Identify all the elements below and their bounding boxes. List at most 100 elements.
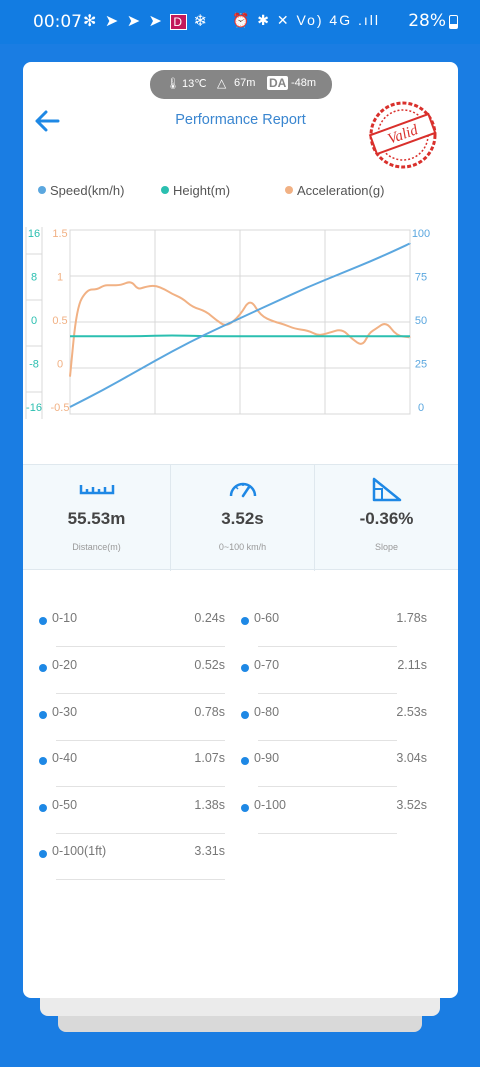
speed-tick-label: 50 [415,315,427,327]
split-value: 3.31s [194,844,225,858]
altitude-value: 67m [234,77,256,89]
split-bullet-icon [39,711,47,719]
split-value: 2.11s [397,658,427,672]
distance-label: Distance(m) [72,542,121,552]
accel-tick-label: 0 [57,359,63,371]
split-row: 0-50 1.38s [39,786,225,834]
split-divider [258,646,397,647]
split-divider [258,786,397,787]
split-value: 1.07s [194,751,225,765]
split-divider [258,833,397,834]
split-value: 3.04s [396,751,427,765]
stat-slope: -0.36% Slope [314,465,458,571]
split-label: 0-40 [52,751,78,765]
split-row: 0-100(1ft) 3.31s [39,832,225,880]
stat-zero-to-hundred: 3.52s 0~100 km/h [170,465,314,571]
zero-to-hundred-label: 0~100 km/h [218,542,267,552]
mountain-icon: △ [217,76,227,90]
legend-accel-dot [285,186,293,194]
split-divider [56,693,225,694]
notification-icons-group: ✻ ➤ ➤ ➤ [83,13,164,30]
split-value: 0.52s [194,658,225,672]
legend-speed-dot [38,186,46,194]
split-row: 0-70 2.11s [241,646,427,694]
split-bullet-icon [39,757,47,765]
split-row: 0-20 0.52s [39,646,225,694]
legend-speed: Speed(km/h) [38,183,124,198]
height-tick-label: 16 [28,228,40,240]
split-divider [56,740,225,741]
split-label: 0-100(1ft) [52,844,107,858]
split-row: 0-30 0.78s [39,693,225,741]
report-card: 🌡 13℃ △ 67m DA -48m Performance Report V… [23,62,458,998]
split-label: 0-100 [254,798,286,812]
split-divider [56,833,225,834]
split-divider [56,646,225,647]
speed-tick-label: 0 [418,402,424,414]
split-label: 0-10 [52,611,78,625]
legend-height-label: Height(m) [173,183,231,198]
speedometer-icon [229,482,256,498]
split-row: 0-10 0.24s [39,599,225,647]
split-divider [56,879,225,880]
height-tick-label: 8 [31,272,37,284]
environment-pill: 🌡 13℃ △ 67m DA -48m [150,70,332,99]
fan-icon: ❄ [193,13,209,30]
split-divider [258,740,397,741]
split-value: 3.52s [396,798,427,812]
height-tick-label: -16 [26,402,42,414]
system-icons: ⏰ ✱ ✕ Vo) 4G .ıll [231,12,380,28]
status-bar: 00:07 ✻ ➤ ➤ ➤ D ❄ ⏰ ✱ ✕ Vo) 4G .ıll 28% [0,0,480,44]
ruler-icon [79,485,114,495]
split-bullet-icon [39,804,47,812]
split-row: 0-60 1.78s [241,599,427,647]
speed-tick-label: 75 [415,272,427,284]
height-tick-label: -8 [29,359,39,371]
slope-label: Slope [374,542,399,552]
density-altitude-value: -48m [291,77,317,89]
speed-tick-label: 100 [412,228,430,240]
thermometer-icon: 🌡 [166,78,180,90]
performance-chart: 16 8 0 -8 -16 1.5 1 0.5 0 -0.5 100 75 50 25 0 [25,227,430,419]
accel-tick-label: 1.5 [52,228,67,240]
legend-height-dot [161,186,169,194]
split-bullet-icon [241,804,249,812]
zero-to-hundred-value: 3.52s [221,509,264,528]
split-bullet-icon [241,617,249,625]
split-row: 0-100 3.52s [241,786,427,834]
split-label: 0-70 [254,658,280,672]
split-bullet-icon [39,617,47,625]
split-value: 0.78s [194,705,225,719]
valid-stamp-icon: Valid [368,101,437,169]
stats-panel: 55.53m Distance(m) 3.52s 0~100 km/h -0.3… [23,464,458,571]
split-divider [258,693,397,694]
speed-tick-label: 25 [415,359,427,371]
split-bullet-icon [241,711,249,719]
density-altitude-icon: DA [267,76,289,90]
stat-distance: 55.53m Distance(m) [23,465,170,571]
split-divider [56,786,225,787]
split-label: 0-20 [52,658,78,672]
split-value: 0.24s [194,611,225,625]
slope-value: -0.36% [359,509,414,528]
accel-tick-label: 1 [57,272,63,284]
legend-speed-label: Speed(km/h) [50,183,125,198]
slope-icon [372,477,401,502]
split-label: 0-80 [254,705,280,719]
temperature-value: 13℃ [182,78,207,90]
app-badge-icon: D [170,14,188,30]
back-arrow-icon[interactable] [32,106,62,136]
accel-tick-label: 0.5 [52,315,67,327]
legend-accel: Acceleration(g) [285,183,384,198]
split-row: 0-90 3.04s [241,739,427,787]
legend-height: Height(m) [161,183,230,198]
split-value: 1.38s [194,798,225,812]
split-value: 1.78s [396,611,427,625]
status-time: 00:07 [33,12,82,32]
distance-value: 55.53m [67,509,126,528]
split-bullet-icon [39,664,47,672]
page-title: Performance Report [175,112,306,128]
height-series-line [69,334,410,338]
battery-percent: 28% [408,11,446,31]
split-row: 0-80 2.53s [241,693,427,741]
